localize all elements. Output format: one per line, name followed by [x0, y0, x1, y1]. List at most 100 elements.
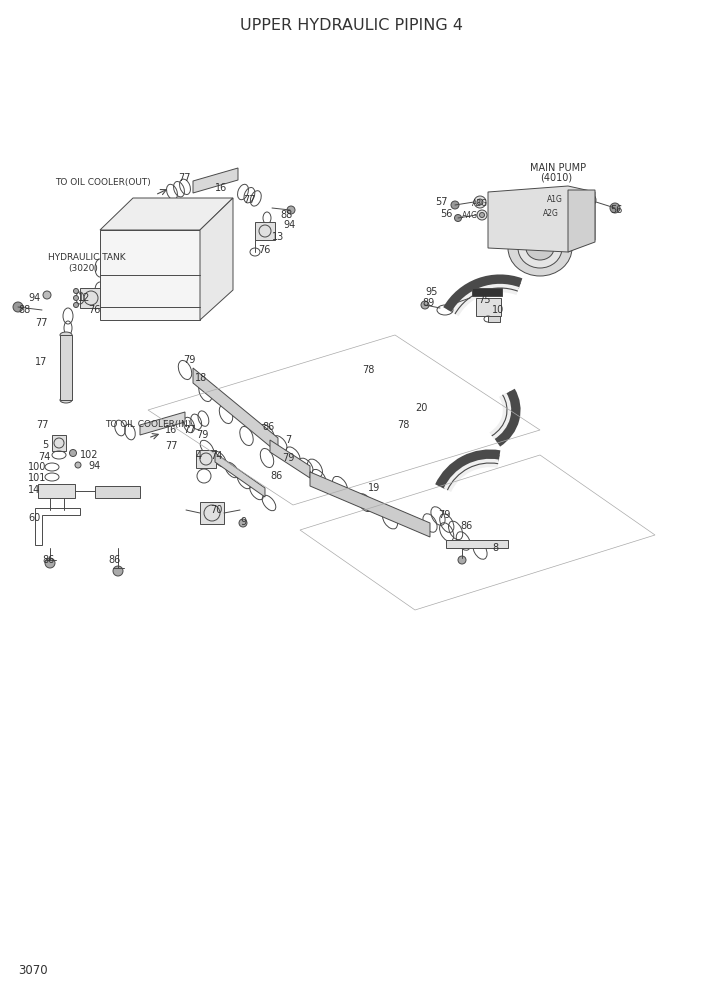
Text: A4G: A4G — [462, 210, 478, 219]
Circle shape — [69, 449, 77, 456]
Polygon shape — [100, 198, 233, 230]
Text: 79: 79 — [196, 430, 208, 440]
Text: 60: 60 — [28, 513, 40, 523]
Text: 76: 76 — [258, 245, 270, 255]
Text: 101: 101 — [28, 473, 46, 483]
Circle shape — [74, 289, 79, 294]
Circle shape — [187, 235, 193, 241]
Text: 56: 56 — [610, 205, 623, 215]
Circle shape — [102, 303, 107, 308]
Circle shape — [474, 196, 486, 208]
Circle shape — [477, 210, 487, 220]
Circle shape — [239, 519, 247, 527]
Text: 79: 79 — [183, 355, 195, 365]
Text: 86: 86 — [262, 422, 274, 432]
Circle shape — [102, 289, 107, 294]
Text: A1G: A1G — [547, 195, 563, 204]
Text: 16: 16 — [165, 425, 177, 435]
Ellipse shape — [130, 207, 160, 223]
Circle shape — [102, 296, 107, 301]
Text: 16: 16 — [215, 183, 227, 193]
Text: 19: 19 — [368, 483, 380, 493]
Bar — [472, 288, 502, 296]
Text: (4010): (4010) — [540, 173, 572, 183]
Text: 70: 70 — [210, 505, 223, 515]
Text: HYDRAULIC TANK: HYDRAULIC TANK — [48, 254, 126, 263]
Circle shape — [43, 291, 51, 299]
Text: 77: 77 — [183, 425, 195, 435]
Circle shape — [479, 212, 484, 217]
Circle shape — [587, 197, 593, 203]
Text: A3G: A3G — [472, 199, 488, 208]
Ellipse shape — [164, 202, 186, 214]
Circle shape — [451, 201, 459, 209]
Ellipse shape — [159, 199, 191, 217]
Ellipse shape — [60, 332, 72, 338]
Circle shape — [187, 311, 193, 317]
Bar — [200, 502, 224, 524]
Text: 14: 14 — [28, 485, 40, 495]
Text: 77: 77 — [35, 318, 48, 328]
Text: 4: 4 — [196, 451, 202, 461]
Text: 3070: 3070 — [18, 963, 48, 976]
Text: 77: 77 — [36, 420, 48, 430]
Polygon shape — [140, 412, 185, 435]
Text: 7: 7 — [285, 435, 291, 445]
Text: UPPER HYDRAULIC PIPING 4: UPPER HYDRAULIC PIPING 4 — [239, 18, 463, 33]
Text: 5: 5 — [42, 440, 48, 450]
Text: 86: 86 — [270, 471, 282, 481]
Circle shape — [287, 206, 295, 214]
Polygon shape — [446, 540, 508, 548]
Text: 77: 77 — [165, 441, 178, 451]
Polygon shape — [193, 368, 278, 453]
Circle shape — [610, 203, 620, 213]
Text: 89: 89 — [422, 298, 435, 308]
Circle shape — [454, 214, 461, 221]
Text: 56: 56 — [440, 209, 452, 219]
Circle shape — [580, 209, 590, 219]
Text: 77: 77 — [243, 195, 256, 205]
Polygon shape — [60, 335, 72, 400]
Circle shape — [105, 311, 111, 317]
Bar — [52, 435, 66, 451]
Text: 75: 75 — [478, 295, 491, 305]
Ellipse shape — [526, 236, 554, 260]
Text: 10: 10 — [492, 305, 504, 315]
Text: 77: 77 — [178, 173, 190, 183]
Text: 88: 88 — [18, 305, 30, 315]
Text: 94: 94 — [88, 461, 100, 471]
Text: 18: 18 — [195, 373, 207, 383]
Text: TO OIL COOLER(IN): TO OIL COOLER(IN) — [105, 421, 191, 430]
Text: 78: 78 — [397, 420, 409, 430]
Circle shape — [74, 296, 79, 301]
Circle shape — [113, 566, 123, 576]
Text: 76: 76 — [88, 305, 100, 315]
Text: 74: 74 — [38, 452, 51, 462]
Text: 20: 20 — [415, 403, 428, 413]
Text: 79: 79 — [438, 510, 451, 520]
Ellipse shape — [518, 228, 562, 268]
Text: 95: 95 — [425, 287, 437, 297]
Bar — [196, 450, 216, 468]
Text: 79: 79 — [282, 453, 294, 463]
Text: 86: 86 — [42, 555, 54, 565]
Circle shape — [421, 301, 429, 309]
Text: 74: 74 — [210, 451, 223, 461]
Polygon shape — [100, 230, 200, 320]
Text: 57: 57 — [435, 197, 447, 207]
Text: MAIN PUMP: MAIN PUMP — [530, 163, 586, 173]
Circle shape — [583, 211, 588, 216]
Circle shape — [459, 541, 465, 547]
Circle shape — [75, 462, 81, 468]
Text: 78: 78 — [362, 365, 374, 375]
Text: 17: 17 — [35, 357, 47, 367]
Circle shape — [45, 558, 55, 568]
Polygon shape — [215, 453, 265, 497]
Circle shape — [74, 303, 79, 308]
Text: 86: 86 — [460, 521, 472, 531]
Bar — [476, 298, 501, 316]
Polygon shape — [310, 472, 430, 537]
Circle shape — [584, 194, 596, 206]
Circle shape — [489, 541, 495, 547]
Text: 13: 13 — [272, 232, 284, 242]
